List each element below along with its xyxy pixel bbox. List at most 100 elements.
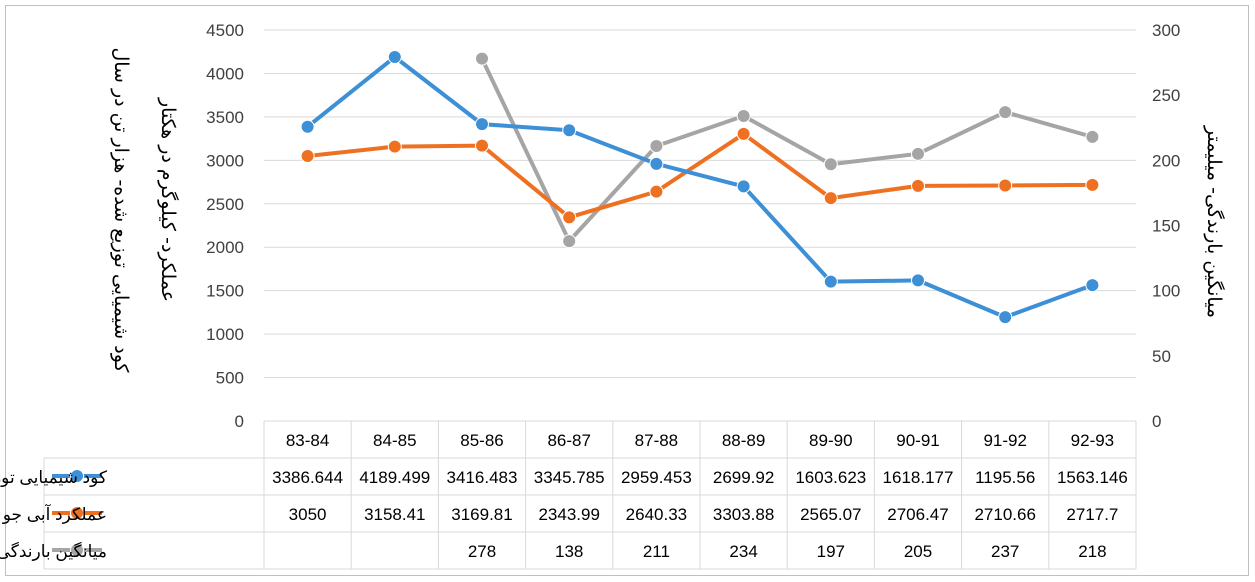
series-lines bbox=[300, 49, 1100, 325]
data-point bbox=[649, 184, 664, 199]
left-tick-label: 1500 bbox=[206, 282, 244, 301]
table-cell: 3386.644 bbox=[272, 468, 343, 487]
left-tick-label: 3000 bbox=[206, 151, 244, 170]
legend-label: میانگین بارندگی bbox=[0, 541, 107, 561]
table-cell: 211 bbox=[643, 542, 670, 561]
data-point bbox=[998, 105, 1013, 120]
left-tick-label: 0 bbox=[235, 412, 244, 431]
table-cell: 2640.33 bbox=[626, 505, 687, 524]
data-point bbox=[387, 139, 402, 154]
data-table: 83-84 84-85 85-86 86-87 87-88 88-89 89-90 90-91… bbox=[0, 420, 1137, 570]
table-cell: 2565.07 bbox=[800, 505, 861, 524]
table-cell: 1618.177 bbox=[883, 468, 954, 487]
table-cell: 205 bbox=[904, 542, 932, 561]
data-point bbox=[300, 119, 315, 134]
table-cell: 234 bbox=[729, 542, 757, 561]
table-cell: 2717.7 bbox=[1066, 505, 1118, 524]
series-1 bbox=[300, 126, 1100, 225]
table-cell: 1195.56 bbox=[975, 468, 1035, 487]
data-point bbox=[998, 178, 1013, 193]
left-tick-label: 4500 bbox=[206, 21, 244, 40]
category-label: 91-92 bbox=[983, 431, 1026, 450]
data-point bbox=[911, 178, 925, 193]
table-cell: 3345.785 bbox=[534, 468, 605, 487]
left-tick-label: 2500 bbox=[206, 195, 244, 214]
table-cell: 1563.146 bbox=[1057, 468, 1128, 487]
category-label: 90-91 bbox=[896, 431, 939, 450]
table-cell: 237 bbox=[991, 542, 1019, 561]
table-cell: 2959.453 bbox=[621, 468, 692, 487]
series-0 bbox=[300, 49, 1100, 325]
data-point bbox=[823, 191, 838, 206]
data-point bbox=[475, 138, 489, 153]
left-axis-title-1: کود شیمیایی توزیع شده- هزار تن در سال bbox=[110, 47, 132, 373]
left-tick-label: 500 bbox=[216, 369, 244, 388]
data-point bbox=[475, 117, 489, 132]
right-tick-label: 50 bbox=[1152, 347, 1171, 366]
table-cell: 3303.88 bbox=[713, 505, 774, 524]
category-label: 88-89 bbox=[722, 431, 765, 450]
table-cell: 2343.99 bbox=[538, 505, 599, 524]
table-cell: 218 bbox=[1078, 542, 1106, 561]
table-cell: 2699.92 bbox=[713, 468, 774, 487]
category-label: 89-90 bbox=[809, 431, 852, 450]
legend-marker bbox=[70, 506, 84, 520]
table-cell: 4189.499 bbox=[359, 468, 430, 487]
category-label: 83-84 bbox=[286, 431, 329, 450]
series-line bbox=[305, 131, 1095, 220]
series-line bbox=[305, 54, 1095, 320]
data-point bbox=[736, 179, 751, 194]
table-cell: 2706.47 bbox=[887, 505, 948, 524]
left-tick-label: 1000 bbox=[206, 325, 244, 344]
category-label: 92-93 bbox=[1071, 431, 1114, 450]
table-cell: 197 bbox=[817, 542, 845, 561]
data-point bbox=[1085, 278, 1100, 293]
data-point bbox=[562, 234, 577, 249]
left-tick-label: 2000 bbox=[206, 238, 244, 257]
data-point bbox=[911, 273, 925, 288]
series-line bbox=[480, 56, 1095, 244]
right-axis-ticks: 0 50 100 150 200 250 300 bbox=[1152, 21, 1180, 431]
data-point bbox=[1085, 129, 1100, 144]
table-cell: 3169.81 bbox=[451, 505, 512, 524]
right-tick-label: 300 bbox=[1152, 21, 1180, 40]
left-tick-label: 3500 bbox=[206, 108, 244, 127]
left-axis-ticks: 0 500 1000 1500 2000 2500 3000 3500 4000 4500 bbox=[206, 21, 244, 431]
legend-label: عملکرد آبی جو bbox=[2, 503, 107, 524]
table-cell: 3158.41 bbox=[364, 505, 425, 524]
data-point bbox=[998, 310, 1013, 325]
left-axis-title-2: عملکرد- کیلوگرم در هکتار bbox=[157, 97, 180, 302]
data-point bbox=[736, 126, 751, 141]
right-axis-title: میانگین بارندگی- میلیمتر bbox=[1203, 125, 1226, 318]
data-point bbox=[823, 274, 838, 289]
category-label: 86-87 bbox=[547, 431, 590, 450]
data-point bbox=[1085, 177, 1100, 192]
table-cell: 3416.483 bbox=[447, 468, 518, 487]
data-point bbox=[911, 146, 925, 161]
legend-label: کود شیمیایی توزیع شده bbox=[0, 468, 108, 488]
right-tick-label: 0 bbox=[1152, 412, 1161, 431]
table-cell: 1603.623 bbox=[795, 468, 866, 487]
right-tick-label: 150 bbox=[1152, 217, 1180, 236]
right-tick-label: 200 bbox=[1152, 151, 1180, 170]
left-tick-label: 4000 bbox=[206, 64, 244, 83]
table-cell: 278 bbox=[468, 542, 496, 561]
data-point bbox=[562, 123, 577, 138]
legend-marker bbox=[70, 543, 84, 557]
table-cell: 3050 bbox=[289, 505, 327, 524]
data-point bbox=[475, 51, 489, 66]
table-cell: 2710.66 bbox=[974, 505, 1035, 524]
series-2 bbox=[475, 51, 1100, 249]
data-point bbox=[300, 148, 315, 163]
legend-marker bbox=[70, 469, 84, 483]
table-cell: 138 bbox=[555, 542, 583, 561]
data-point bbox=[562, 210, 577, 225]
right-tick-label: 100 bbox=[1152, 282, 1180, 301]
data-point bbox=[736, 109, 751, 124]
data-point bbox=[649, 156, 664, 171]
right-tick-label: 250 bbox=[1152, 86, 1180, 105]
category-label: 85-86 bbox=[460, 431, 503, 450]
gridlines bbox=[264, 29, 1136, 379]
category-label: 87-88 bbox=[635, 431, 678, 450]
